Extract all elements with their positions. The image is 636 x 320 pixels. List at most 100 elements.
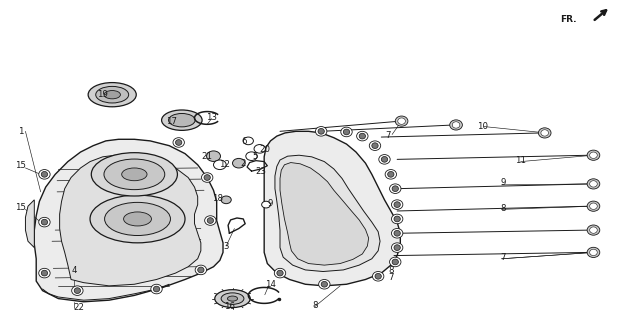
Text: 21: 21 [202, 152, 212, 161]
Ellipse shape [228, 296, 238, 301]
Ellipse shape [104, 202, 170, 236]
Text: FR.: FR. [560, 15, 576, 24]
Ellipse shape [590, 203, 597, 209]
Ellipse shape [587, 150, 600, 160]
Ellipse shape [538, 128, 551, 138]
Ellipse shape [176, 140, 182, 145]
Ellipse shape [587, 179, 600, 189]
Text: 13: 13 [206, 114, 217, 123]
Ellipse shape [92, 153, 177, 196]
Ellipse shape [379, 155, 391, 164]
Ellipse shape [391, 214, 403, 224]
Ellipse shape [321, 281, 328, 287]
Polygon shape [34, 139, 223, 302]
Ellipse shape [205, 216, 216, 225]
Ellipse shape [198, 267, 204, 273]
Ellipse shape [169, 114, 195, 127]
Polygon shape [264, 131, 400, 286]
Ellipse shape [121, 168, 147, 181]
Ellipse shape [319, 279, 330, 289]
Ellipse shape [315, 126, 327, 136]
Ellipse shape [72, 286, 83, 295]
Text: 8: 8 [500, 204, 506, 213]
Ellipse shape [74, 288, 81, 293]
Ellipse shape [391, 243, 403, 252]
Ellipse shape [215, 290, 250, 308]
Ellipse shape [244, 137, 253, 145]
Ellipse shape [123, 212, 151, 226]
Ellipse shape [277, 270, 283, 276]
Text: 15: 15 [15, 203, 26, 212]
Ellipse shape [398, 118, 405, 124]
Ellipse shape [590, 181, 597, 187]
Ellipse shape [195, 265, 207, 275]
Polygon shape [280, 163, 369, 265]
Text: 23: 23 [256, 167, 266, 176]
Ellipse shape [214, 160, 226, 170]
Ellipse shape [450, 120, 462, 130]
Text: 9: 9 [268, 199, 273, 208]
Ellipse shape [590, 227, 597, 233]
Ellipse shape [221, 196, 232, 204]
Ellipse shape [391, 228, 403, 238]
Ellipse shape [202, 173, 213, 182]
Ellipse shape [221, 293, 244, 304]
Ellipse shape [90, 195, 185, 243]
Ellipse shape [318, 128, 324, 134]
Ellipse shape [207, 151, 221, 161]
Text: 8: 8 [388, 266, 394, 276]
Ellipse shape [370, 141, 381, 150]
Ellipse shape [390, 184, 401, 194]
Text: 7: 7 [388, 273, 394, 282]
Ellipse shape [394, 216, 400, 222]
Ellipse shape [254, 145, 265, 153]
Ellipse shape [151, 284, 162, 294]
Ellipse shape [452, 122, 460, 128]
Text: 6: 6 [241, 137, 247, 146]
Text: 12: 12 [219, 160, 230, 169]
Ellipse shape [392, 259, 398, 265]
Ellipse shape [245, 152, 257, 160]
Ellipse shape [385, 170, 396, 179]
Text: 2: 2 [240, 159, 246, 168]
Ellipse shape [274, 268, 286, 278]
Ellipse shape [39, 268, 50, 278]
Text: 5: 5 [252, 152, 258, 161]
Text: 7: 7 [385, 131, 391, 140]
Ellipse shape [39, 170, 50, 179]
Ellipse shape [587, 247, 600, 258]
Ellipse shape [261, 201, 270, 208]
Ellipse shape [88, 83, 136, 107]
Ellipse shape [395, 116, 408, 126]
Ellipse shape [388, 172, 394, 177]
Text: 16: 16 [224, 302, 235, 311]
Text: 22: 22 [73, 303, 84, 312]
Ellipse shape [39, 217, 50, 227]
Text: 15: 15 [15, 161, 26, 170]
Ellipse shape [341, 127, 352, 137]
Ellipse shape [104, 91, 120, 99]
Text: 10: 10 [477, 122, 488, 131]
Text: 11: 11 [515, 156, 526, 165]
Ellipse shape [382, 156, 388, 162]
Ellipse shape [394, 202, 400, 207]
Text: 20: 20 [259, 145, 270, 154]
Ellipse shape [359, 133, 366, 139]
Text: 17: 17 [165, 116, 177, 126]
Ellipse shape [153, 286, 160, 292]
Ellipse shape [390, 257, 401, 267]
Ellipse shape [357, 131, 368, 141]
Ellipse shape [394, 245, 400, 251]
Ellipse shape [394, 230, 400, 236]
Ellipse shape [373, 271, 384, 281]
Polygon shape [275, 155, 380, 271]
Ellipse shape [207, 218, 214, 223]
Text: 18: 18 [212, 194, 223, 204]
Ellipse shape [375, 273, 382, 279]
Ellipse shape [343, 129, 350, 135]
Ellipse shape [541, 130, 548, 136]
Text: 1: 1 [18, 127, 23, 136]
Text: 14: 14 [265, 280, 276, 289]
Ellipse shape [590, 249, 597, 256]
Ellipse shape [391, 200, 403, 209]
